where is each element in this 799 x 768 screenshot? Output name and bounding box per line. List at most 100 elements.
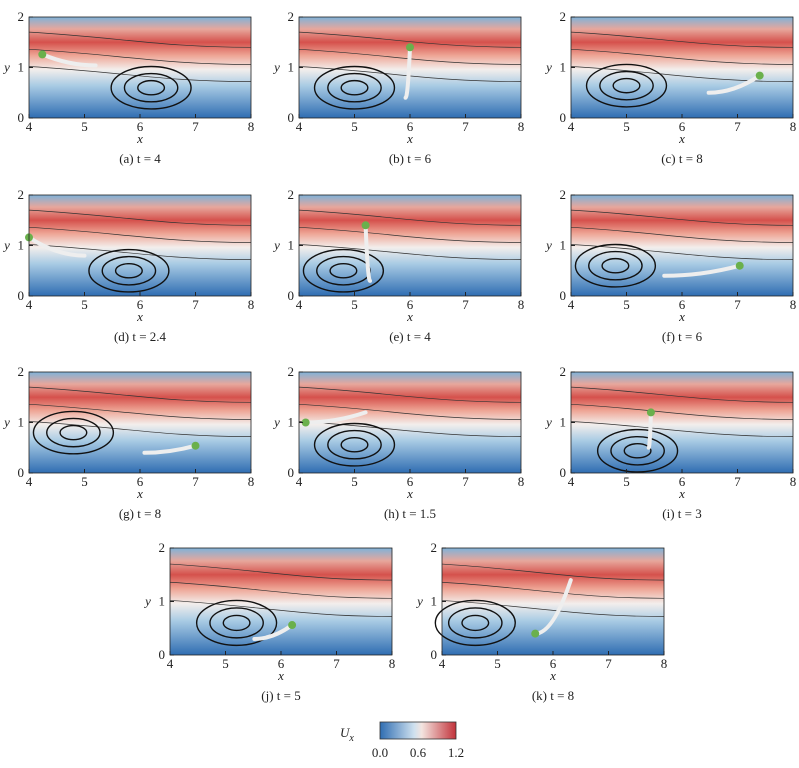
colorbar-tick: 0.0 [372, 745, 388, 760]
panel-caption: (j) t = 5 [261, 688, 300, 703]
streamline [570, 226, 794, 243]
y-axis-label: y [2, 415, 10, 430]
x-tick-label: 7 [192, 474, 199, 489]
x-tick-label: 7 [462, 297, 469, 312]
vortex-streamline [599, 70, 654, 101]
x-tick-label: 7 [605, 656, 612, 671]
streamline [28, 48, 252, 65]
streamline [169, 600, 393, 617]
x-tick-label: 8 [248, 297, 255, 312]
panel-caption: (h) t = 1.5 [384, 506, 436, 521]
colorbar-tick: 1.2 [448, 745, 464, 760]
x-tick-label: 7 [734, 119, 741, 134]
vortex-streamline [329, 262, 358, 279]
vortex-streamline [585, 63, 668, 108]
x-tick-label: 8 [518, 297, 525, 312]
x-tick-label: 7 [462, 474, 469, 489]
x-tick-label: 6 [679, 119, 686, 134]
x-axis-label: x [549, 668, 556, 683]
y-tick-label: 1 [288, 60, 295, 75]
vortex-streamline [461, 614, 490, 632]
vortex-streamline [110, 65, 192, 110]
y-tick-label: 2 [18, 364, 25, 379]
panel: 4 5 6 7 8 0 1 2 x y (f) t = 6 [544, 187, 796, 344]
vortex-streamline [59, 424, 88, 441]
x-tick-label: 6 [137, 474, 144, 489]
streamline [28, 244, 252, 260]
fixed-point [755, 71, 764, 80]
y-axis-label: y [2, 60, 10, 75]
vortex-streamline [46, 417, 101, 448]
vortex-streamline [222, 614, 251, 632]
streamline [570, 421, 794, 437]
x-axis-label: x [678, 486, 685, 501]
panel-caption: (g) t = 8 [119, 506, 161, 521]
panel: 4 5 6 7 8 0 1 2 x y (e) t = 4 [272, 187, 524, 344]
streamline [298, 31, 522, 48]
x-tick-label: 8 [248, 474, 255, 489]
vortex-streamline [596, 428, 679, 473]
panel: 4 5 6 7 8 0 1 2 x y (i) t = 3 [544, 364, 796, 521]
vortex-streamline [101, 255, 157, 286]
y-tick-label: 0 [288, 110, 295, 125]
x-tick-label: 6 [407, 474, 414, 489]
x-tick-label: 5 [623, 119, 630, 134]
streamline [298, 244, 522, 260]
y-tick-label: 1 [431, 594, 438, 609]
panel-caption: (k) t = 8 [532, 688, 574, 703]
x-tick-label: 6 [407, 297, 414, 312]
x-tick-label: 4 [568, 297, 575, 312]
y-axis-label: y [272, 415, 280, 430]
x-tick-label: 8 [389, 656, 396, 671]
streamline [570, 209, 794, 226]
colorbar-tick: 0.6 [410, 745, 427, 760]
vortex-streamline [327, 429, 382, 460]
streamline [570, 31, 794, 48]
y-tick-label: 2 [288, 187, 295, 202]
y-axis-label: y [2, 238, 10, 253]
y-tick-label: 1 [18, 238, 25, 253]
x-tick-label: 4 [296, 297, 303, 312]
y-tick-label: 2 [560, 364, 567, 379]
y-tick-label: 2 [18, 9, 25, 24]
vortex-streamline [137, 79, 166, 96]
filament [142, 443, 198, 455]
panel-caption: (c) t = 8 [661, 151, 703, 166]
x-axis-label: x [406, 486, 413, 501]
vortex-streamline [313, 65, 396, 110]
fixed-point [301, 418, 310, 427]
streamline [169, 581, 393, 599]
x-tick-label: 6 [679, 297, 686, 312]
y-axis-label: y [272, 238, 280, 253]
y-tick-label: 2 [560, 9, 567, 24]
filament [403, 45, 412, 100]
x-axis-label: x [406, 131, 413, 146]
y-axis-label: y [544, 238, 552, 253]
x-tick-label: 5 [351, 474, 358, 489]
panel: 4 5 6 7 8 0 1 2 x y (b) t = 6 [272, 9, 524, 166]
x-tick-label: 4 [296, 119, 303, 134]
vortex-streamline [588, 250, 643, 281]
filament [40, 52, 98, 68]
vortex-streamline [32, 410, 115, 455]
panel: 4 5 6 7 8 0 1 2 x y (j) t = 5 [143, 540, 395, 703]
streamline [28, 66, 252, 82]
filament [363, 223, 373, 283]
panel: 4 5 6 7 8 0 1 2 x y (c) t = 8 [544, 9, 796, 166]
streamline [298, 421, 522, 437]
x-tick-label: 4 [568, 119, 575, 134]
streamline [441, 600, 665, 617]
x-tick-label: 6 [137, 119, 144, 134]
streamline [28, 386, 252, 403]
vortex-streamline [610, 435, 665, 466]
vortex-streamline [114, 262, 143, 279]
y-tick-label: 1 [560, 238, 567, 253]
fixed-point [406, 43, 414, 52]
vortex-streamline [302, 248, 385, 293]
x-tick-label: 5 [81, 119, 88, 134]
x-tick-label: 7 [192, 119, 199, 134]
x-tick-label: 5 [81, 474, 88, 489]
streamline [298, 386, 522, 403]
filament [706, 73, 762, 95]
vortex-streamline [327, 72, 382, 103]
